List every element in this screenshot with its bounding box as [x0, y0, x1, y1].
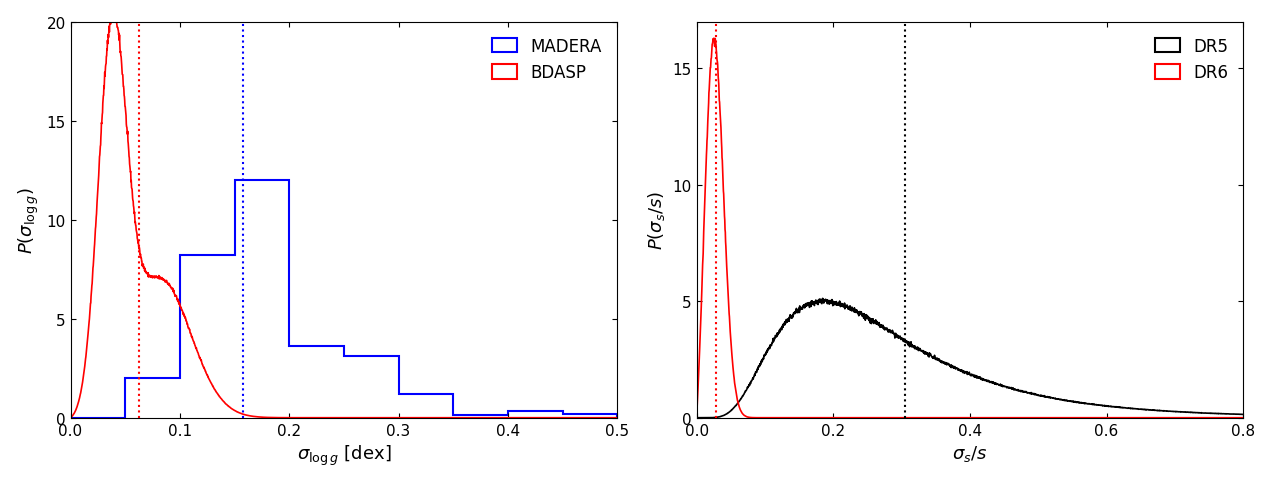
X-axis label: $\sigma_s/s$: $\sigma_s/s$: [953, 443, 987, 463]
Y-axis label: $P(\sigma_{\log g})$: $P(\sigma_{\log g})$: [17, 187, 41, 254]
Legend: DR5, DR6: DR5, DR6: [1149, 31, 1235, 89]
X-axis label: $\sigma_{\log g}$ [dex]: $\sigma_{\log g}$ [dex]: [296, 443, 392, 468]
Y-axis label: $P(\sigma_s/s)$: $P(\sigma_s/s)$: [646, 191, 667, 250]
Legend: MADERA, BDASP: MADERA, BDASP: [486, 31, 609, 89]
